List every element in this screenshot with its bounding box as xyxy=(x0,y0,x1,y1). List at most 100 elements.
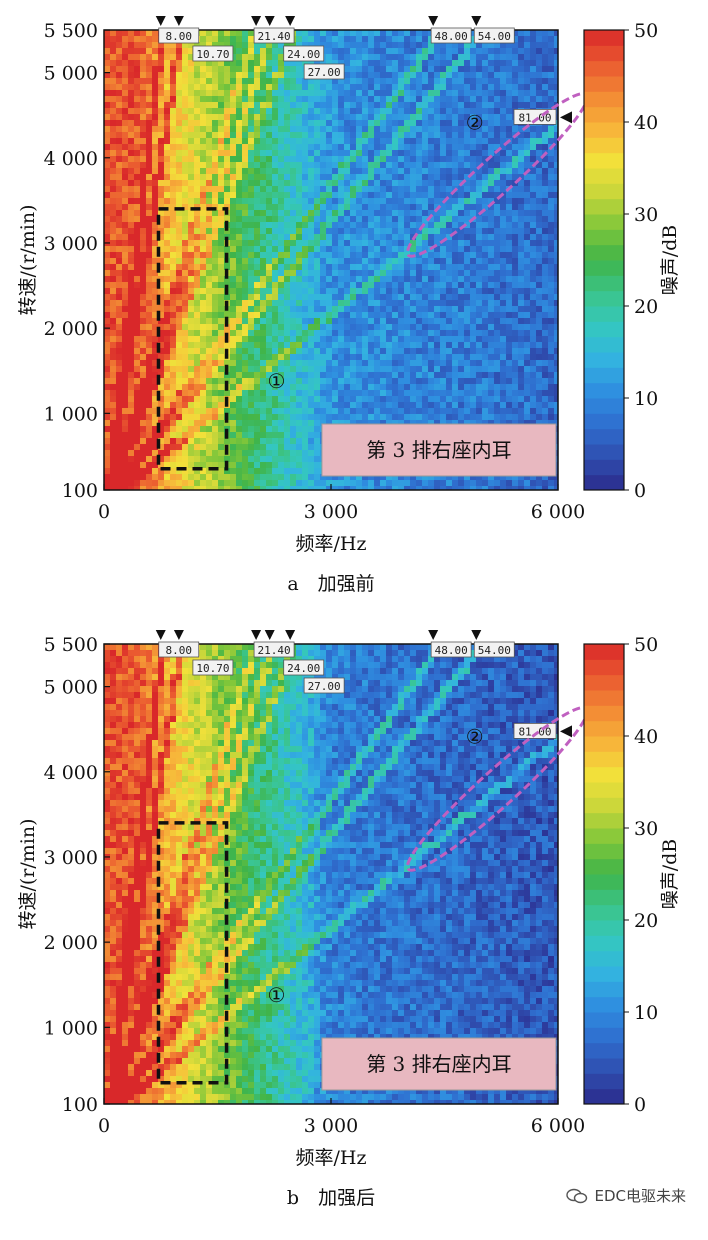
order-marker-label: 24.00 xyxy=(287,662,320,675)
location-label: 第 3 排右座内耳 xyxy=(366,438,511,462)
colorbar-band xyxy=(584,859,624,875)
order-marker-label: 54.00 xyxy=(478,30,511,43)
x-tick-label: 0 xyxy=(98,1115,110,1137)
colorbar-band xyxy=(584,782,624,798)
colorbar-band xyxy=(584,107,624,123)
colorbar-band xyxy=(584,874,624,890)
colorbar-tick-label: 20 xyxy=(634,296,658,318)
colorbar-band xyxy=(584,291,624,307)
x-axis-label: 频率/Hz xyxy=(296,533,367,555)
colorbar-band xyxy=(584,260,624,276)
y-tick-label: 2 000 xyxy=(44,318,98,340)
y-tick-label: 3 000 xyxy=(44,233,98,255)
order-marker-label: 24.00 xyxy=(287,48,320,61)
y-tick-label: 4 000 xyxy=(44,148,98,170)
panel-caption: a 加强前 xyxy=(287,573,374,595)
colorbar-band xyxy=(584,275,624,291)
order-marker-triangle xyxy=(156,16,166,26)
y-tick-label: 1 000 xyxy=(44,1017,98,1039)
order-marker-triangle xyxy=(471,630,481,640)
x-axis-label: 频率/Hz xyxy=(296,1147,367,1169)
colorbar-tick-label: 30 xyxy=(634,204,658,226)
colorbar-band xyxy=(584,751,624,767)
order-marker-triangle xyxy=(174,16,184,26)
colorbar-tick-label: 20 xyxy=(634,910,658,932)
colorbar-band xyxy=(584,352,624,368)
colorbar-band xyxy=(584,183,624,199)
y-tick-label: 5 000 xyxy=(44,63,98,85)
colorbar-band xyxy=(584,61,624,77)
colorbar-tick-label: 10 xyxy=(634,1002,658,1024)
y-tick-label: 5 500 xyxy=(44,634,98,656)
colorbar-band xyxy=(584,981,624,997)
colorbar-band xyxy=(584,1043,624,1059)
y-tick-label: 4 000 xyxy=(44,762,98,784)
order-marker-triangle xyxy=(560,111,572,123)
y-axis-label: 转速/(r/min) xyxy=(17,204,39,315)
colorbar-band xyxy=(584,920,624,936)
order-marker-label: 10.70 xyxy=(196,662,229,675)
colorbar-tick-label: 10 xyxy=(634,388,658,410)
colorbar-band xyxy=(584,91,624,107)
order-marker-label: 27.00 xyxy=(308,680,341,693)
order-marker-triangle xyxy=(265,630,275,640)
colorbar-band xyxy=(584,813,624,829)
colorbar-band xyxy=(584,690,624,706)
annotation-circle-1: ① xyxy=(268,369,286,393)
colorbar-band xyxy=(584,321,624,337)
colorbar-band xyxy=(584,444,624,460)
colorbar-band xyxy=(584,367,624,383)
colorbar-tick-label: 40 xyxy=(634,726,658,748)
y-tick-label: 5 500 xyxy=(44,20,98,42)
heatmap-cells xyxy=(104,30,560,492)
colorbar-tick-label: 50 xyxy=(634,634,658,656)
y-tick-label: 5 000 xyxy=(44,677,98,699)
colorbar-band xyxy=(584,398,624,414)
order-marker-label: 8.00 xyxy=(166,30,193,43)
colorbar-band xyxy=(584,1058,624,1074)
order-marker-label: 54.00 xyxy=(478,644,511,657)
colorbar-band xyxy=(584,797,624,813)
order-marker-triangle xyxy=(156,630,166,640)
colorbar-band xyxy=(584,245,624,261)
colorbar-band xyxy=(584,76,624,92)
wechat-icon xyxy=(566,1188,588,1204)
order-marker-label: 10.70 xyxy=(196,48,229,61)
colorbar-label: 噪声/dB xyxy=(659,225,681,296)
order-marker-label: 48.00 xyxy=(435,30,468,43)
colorbar-band xyxy=(584,675,624,691)
y-tick-label: 1 000 xyxy=(44,403,98,425)
colorbar-band xyxy=(584,951,624,967)
annotation-circle-2: ② xyxy=(466,111,484,135)
colorbar-band xyxy=(584,966,624,982)
y-axis-label: 转速/(r/min) xyxy=(17,818,39,929)
order-marker-triangle xyxy=(174,630,184,640)
order-marker-label: 48.00 xyxy=(435,644,468,657)
colorbar-band xyxy=(584,1073,624,1089)
x-tick-label: 6 000 xyxy=(531,1115,585,1137)
x-tick-label: 6 000 xyxy=(531,501,585,523)
order-marker-label: 21.40 xyxy=(258,30,291,43)
colorbar-band xyxy=(584,306,624,322)
annotation-circle-2: ② xyxy=(466,725,484,749)
colorbar-label: 噪声/dB xyxy=(659,839,681,910)
colorbar-band xyxy=(584,168,624,184)
colorbar-band xyxy=(584,905,624,921)
x-tick-label: 3 000 xyxy=(304,1115,358,1137)
colorbar-band xyxy=(584,199,624,215)
colorbar-band xyxy=(584,767,624,783)
order-marker-triangle xyxy=(471,16,481,26)
colorbar-band xyxy=(584,1089,624,1105)
order-marker-triangle xyxy=(265,16,275,26)
colorbar-band xyxy=(584,459,624,475)
order-marker-label: 27.00 xyxy=(308,66,341,79)
colorbar-tick-label: 40 xyxy=(634,112,658,134)
colorbar-band xyxy=(584,644,624,660)
panel-caption: b 加强后 xyxy=(287,1187,375,1209)
colorbar-tick-label: 50 xyxy=(634,20,658,42)
